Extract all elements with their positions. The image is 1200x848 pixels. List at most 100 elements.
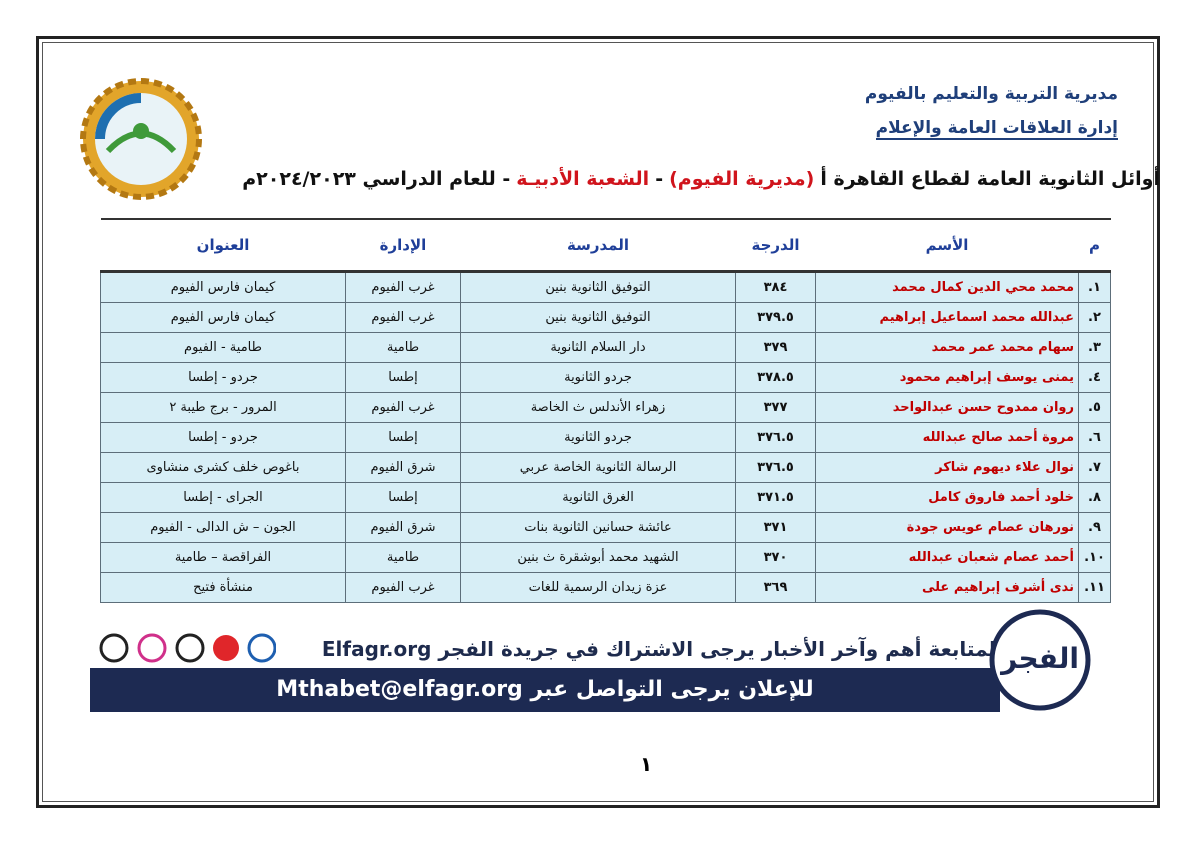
table-cell: زهراء الأندلس ث الخاصة xyxy=(460,392,736,423)
table-cell: روان ممدوح حسن عبدالواحد xyxy=(815,392,1079,423)
table-cell: ٣٧١.٥ xyxy=(735,482,816,513)
table-row: ١. محمد محي الدين كمال محمد ٣٨٤ التوفيق الث… xyxy=(100,271,1111,303)
page-number: ١ xyxy=(640,752,653,776)
table-cell: ٣٧١ xyxy=(735,512,816,543)
directorate-logo xyxy=(80,78,202,200)
table-cell: جردو الثانوية xyxy=(460,422,736,453)
table-cell: الجون – ش الدالى - الفيوم xyxy=(100,512,346,543)
table-cell: ٣٧٩.٥ xyxy=(735,302,816,333)
table-row: ٦. مروة أحمد صالح عبدالله ٣٧٦.٥ جردو الثانو… xyxy=(100,422,1111,453)
table-row: ٥. روان ممدوح حسن عبدالواحد ٣٧٧ زهراء الأند… xyxy=(100,392,1111,423)
table-cell: عزة زيدان الرسمية للغات xyxy=(460,572,736,603)
table-cell: ٣٧٦.٥ xyxy=(735,422,816,453)
department: إدارة العلاقات العامة والإعلام xyxy=(875,118,1118,140)
table-cell: عائشة حسانين الثانوية بنات xyxy=(460,512,736,543)
table-row: ٤. يمنى يوسف إبراهيم محمود ٣٧٨.٥ جردو الثان… xyxy=(100,362,1111,393)
table-cell: ١. xyxy=(1078,271,1111,303)
table-header: م الأسم الدرجة المدرسة الإدارة العنوان xyxy=(100,218,1111,273)
table-cell: إطسا xyxy=(345,362,461,393)
column-header: الدرجة xyxy=(735,218,816,273)
table-cell: ١١. xyxy=(1078,572,1111,603)
table-cell: ١٠. xyxy=(1078,542,1111,573)
directorate: مديرية التربية والتعليم بالفيوم xyxy=(864,84,1118,104)
table-cell: طامية xyxy=(345,542,461,573)
contact-banner: للإعلان يرجى التواصل عبر Mthabet@elfagr.… xyxy=(90,668,1000,712)
table-cell: غرب الفيوم xyxy=(345,271,461,303)
table-row: ١٠. أحمد عصام شعبان عبدالله ٣٧٠ الشهيد محمد… xyxy=(100,542,1111,573)
table-cell: يمنى يوسف إبراهيم محمود xyxy=(815,362,1079,393)
table-cell: إطسا xyxy=(345,422,461,453)
logo-text: الفجر xyxy=(999,642,1079,675)
table-cell: المرور - برج طيبة ٢ xyxy=(100,392,346,423)
table-cell: التوفيق الثانوية بنين xyxy=(460,271,736,303)
table-cell: غرب الفيوم xyxy=(345,302,461,333)
title-part: (مديرية الفيوم) xyxy=(669,168,815,190)
title-part: الشعبة الأدبيـة xyxy=(516,168,650,190)
table-cell: الشهيد محمد أبوشقرة ث بنين xyxy=(460,542,736,573)
table-cell: ندى أشرف إبراهيم على xyxy=(815,572,1079,603)
table-cell: منشأة فتيح xyxy=(100,572,346,603)
table-row: ٣. سهام محمد عمر محمد ٣٧٩ دار السلام الثانو… xyxy=(100,332,1111,363)
page-frame xyxy=(36,36,1160,808)
column-header: الأسم xyxy=(815,218,1079,273)
table-cell: ٦. xyxy=(1078,422,1111,453)
column-header: المدرسة xyxy=(460,218,736,273)
table-cell: جردو - إطسا xyxy=(100,422,346,453)
table-cell: التوفيق الثانوية بنين xyxy=(460,302,736,333)
table-cell: شرق الفيوم xyxy=(345,512,461,543)
table-row: ٨. خلود أحمد فاروق كامل ٣٧١.٥ الغرق الثانوي… xyxy=(100,482,1111,513)
table-cell: ٣٧٩ xyxy=(735,332,816,363)
table-cell: ٥. xyxy=(1078,392,1111,423)
table-cell: طامية - الفيوم xyxy=(100,332,346,363)
title-part: - xyxy=(655,168,664,190)
table-row: ٧. نوال علاء ديهوم شاكر ٣٧٦.٥ الرسالة الثان… xyxy=(100,452,1111,483)
social-icons xyxy=(99,633,276,663)
table-row: ٢. عبدالله محمد اسماعيل إبراهيم ٣٧٩.٥ التوف… xyxy=(100,302,1111,333)
table-cell: ٨. xyxy=(1078,482,1111,513)
table-cell: ٣. xyxy=(1078,332,1111,363)
table-cell: الجراى - إطسا xyxy=(100,482,346,513)
table-cell: غرب الفيوم xyxy=(345,392,461,423)
table-cell: شرق الفيوم xyxy=(345,452,461,483)
table-cell: ٣٨٤ xyxy=(735,271,816,303)
table-cell: دار السلام الثانوية xyxy=(460,332,736,363)
table-cell: غرب الفيوم xyxy=(345,572,461,603)
table-cell: ٣٧٧ xyxy=(735,392,816,423)
table-cell: ٤. xyxy=(1078,362,1111,393)
table-cell: جردو - إطسا xyxy=(100,362,346,393)
table-cell: ٢. xyxy=(1078,302,1111,333)
table-cell: طامية xyxy=(345,332,461,363)
table-cell: ٣٦٩ xyxy=(735,572,816,603)
table-cell: أحمد عصام شعبان عبدالله xyxy=(815,542,1079,573)
title-part: - للعام الدراسي ٢٠٢٤/٢٠٢٣م xyxy=(242,168,511,190)
table-cell: كيمان فارس الفيوم xyxy=(100,302,346,333)
table-cell: ٣٧٦.٥ xyxy=(735,452,816,483)
table-cell: ٣٧٠ xyxy=(735,542,816,573)
table-cell: سهام محمد عمر محمد xyxy=(815,332,1079,363)
table-cell: نورهان عصام عويس جودة xyxy=(815,512,1079,543)
table-cell: كيمان فارس الفيوم xyxy=(100,271,346,303)
results-table: م الأسم الدرجة المدرسة الإدارة العنوان ١. محمد… xyxy=(100,218,1111,603)
document-title: أوائل الثانوية العامة لقطاع القاهرة أ(مد… xyxy=(236,168,1160,190)
newspaper-logo: الفجر xyxy=(989,609,1091,711)
table-cell: الرسالة الثانوية الخاصة عربي xyxy=(460,452,736,483)
table-cell: مروة أحمد صالح عبدالله xyxy=(815,422,1079,453)
column-header: م xyxy=(1078,218,1111,273)
table-cell: نوال علاء ديهوم شاكر xyxy=(815,452,1079,483)
table-cell: جردو الثانوية xyxy=(460,362,736,393)
table-cell: إطسا xyxy=(345,482,461,513)
table-cell: الغرق الثانوية xyxy=(460,482,736,513)
table-row: ٩. نورهان عصام عويس جودة ٣٧١ عائشة حسانين ا… xyxy=(100,512,1111,543)
table-cell: ٧. xyxy=(1078,452,1111,483)
table-cell: باغوص خلف كشرى منشاوى xyxy=(100,452,346,483)
table-cell: ٩. xyxy=(1078,512,1111,543)
table-cell: الفراقصة – طامية xyxy=(100,542,346,573)
table-row: ١١. ندى أشرف إبراهيم على ٣٦٩ عزة زيدان الرس… xyxy=(100,572,1111,603)
follow-banner: لمتابعة أهم وآخر الأخبار يرجى الاشتراك ف… xyxy=(321,637,996,661)
table-cell: خلود أحمد فاروق كامل xyxy=(815,482,1079,513)
column-header: العنوان xyxy=(100,218,346,273)
table-cell: عبدالله محمد اسماعيل إبراهيم xyxy=(815,302,1079,333)
title-part: أوائل الثانوية العامة لقطاع القاهرة أ xyxy=(820,168,1160,190)
table-cell: محمد محي الدين كمال محمد xyxy=(815,271,1079,303)
